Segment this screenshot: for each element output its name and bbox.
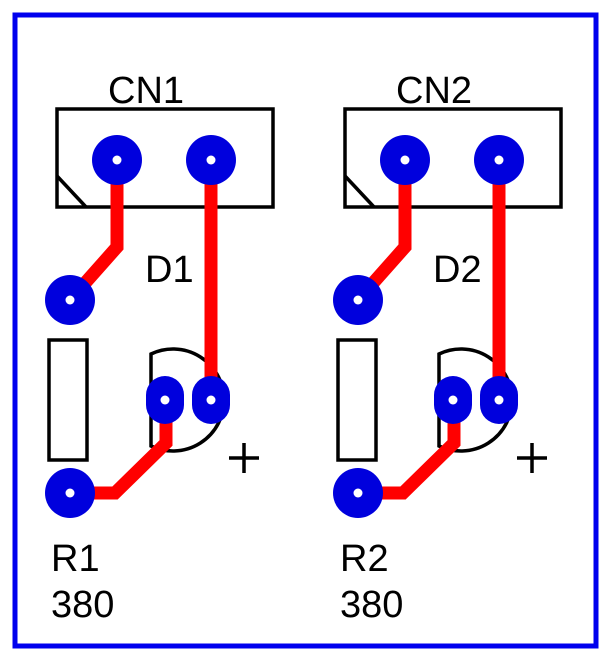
pad-cn2-1 [380, 135, 430, 185]
connector-cn1-pin1-marker [55, 174, 88, 209]
circuit-unit-2: CN2 D2 R2 380 [333, 70, 563, 626]
led-d2-polarity-plus [517, 443, 547, 473]
pad-r1-1 [45, 275, 95, 325]
connector-cn2-outline [343, 107, 563, 209]
pad-d2-2 [480, 376, 518, 424]
led-d2-label: D2 [433, 249, 482, 291]
led-d1-label: D1 [145, 249, 194, 291]
pad-cn1-2 [186, 135, 236, 185]
resistor-r1-label: R1 [51, 538, 100, 580]
board-outline [12, 12, 599, 649]
resistor-r2-label: R2 [340, 538, 389, 580]
circuit-unit-1: CN1 D1 R1 380 [45, 70, 275, 626]
pad-d1-1 [146, 376, 184, 424]
led-d1-polarity-plus [229, 443, 259, 473]
resistor-r2-body [336, 338, 378, 462]
pad-r2-2 [333, 468, 383, 518]
connector-cn2-label: CN2 [396, 70, 472, 112]
connector-cn1-outline [55, 107, 275, 209]
connector-cn1-label: CN1 [108, 70, 184, 112]
resistor-r2-value: 380 [340, 584, 403, 626]
pad-cn2-2 [474, 135, 524, 185]
resistor-r1-body [47, 338, 89, 462]
connector-cn2-pin1-marker [343, 174, 376, 209]
pad-d2-1 [434, 376, 472, 424]
resistor-r1-value: 380 [51, 584, 114, 626]
pad-r2-1 [333, 275, 383, 325]
pad-d1-2 [192, 376, 230, 424]
pad-r1-2 [45, 468, 95, 518]
pad-cn1-1 [92, 135, 142, 185]
